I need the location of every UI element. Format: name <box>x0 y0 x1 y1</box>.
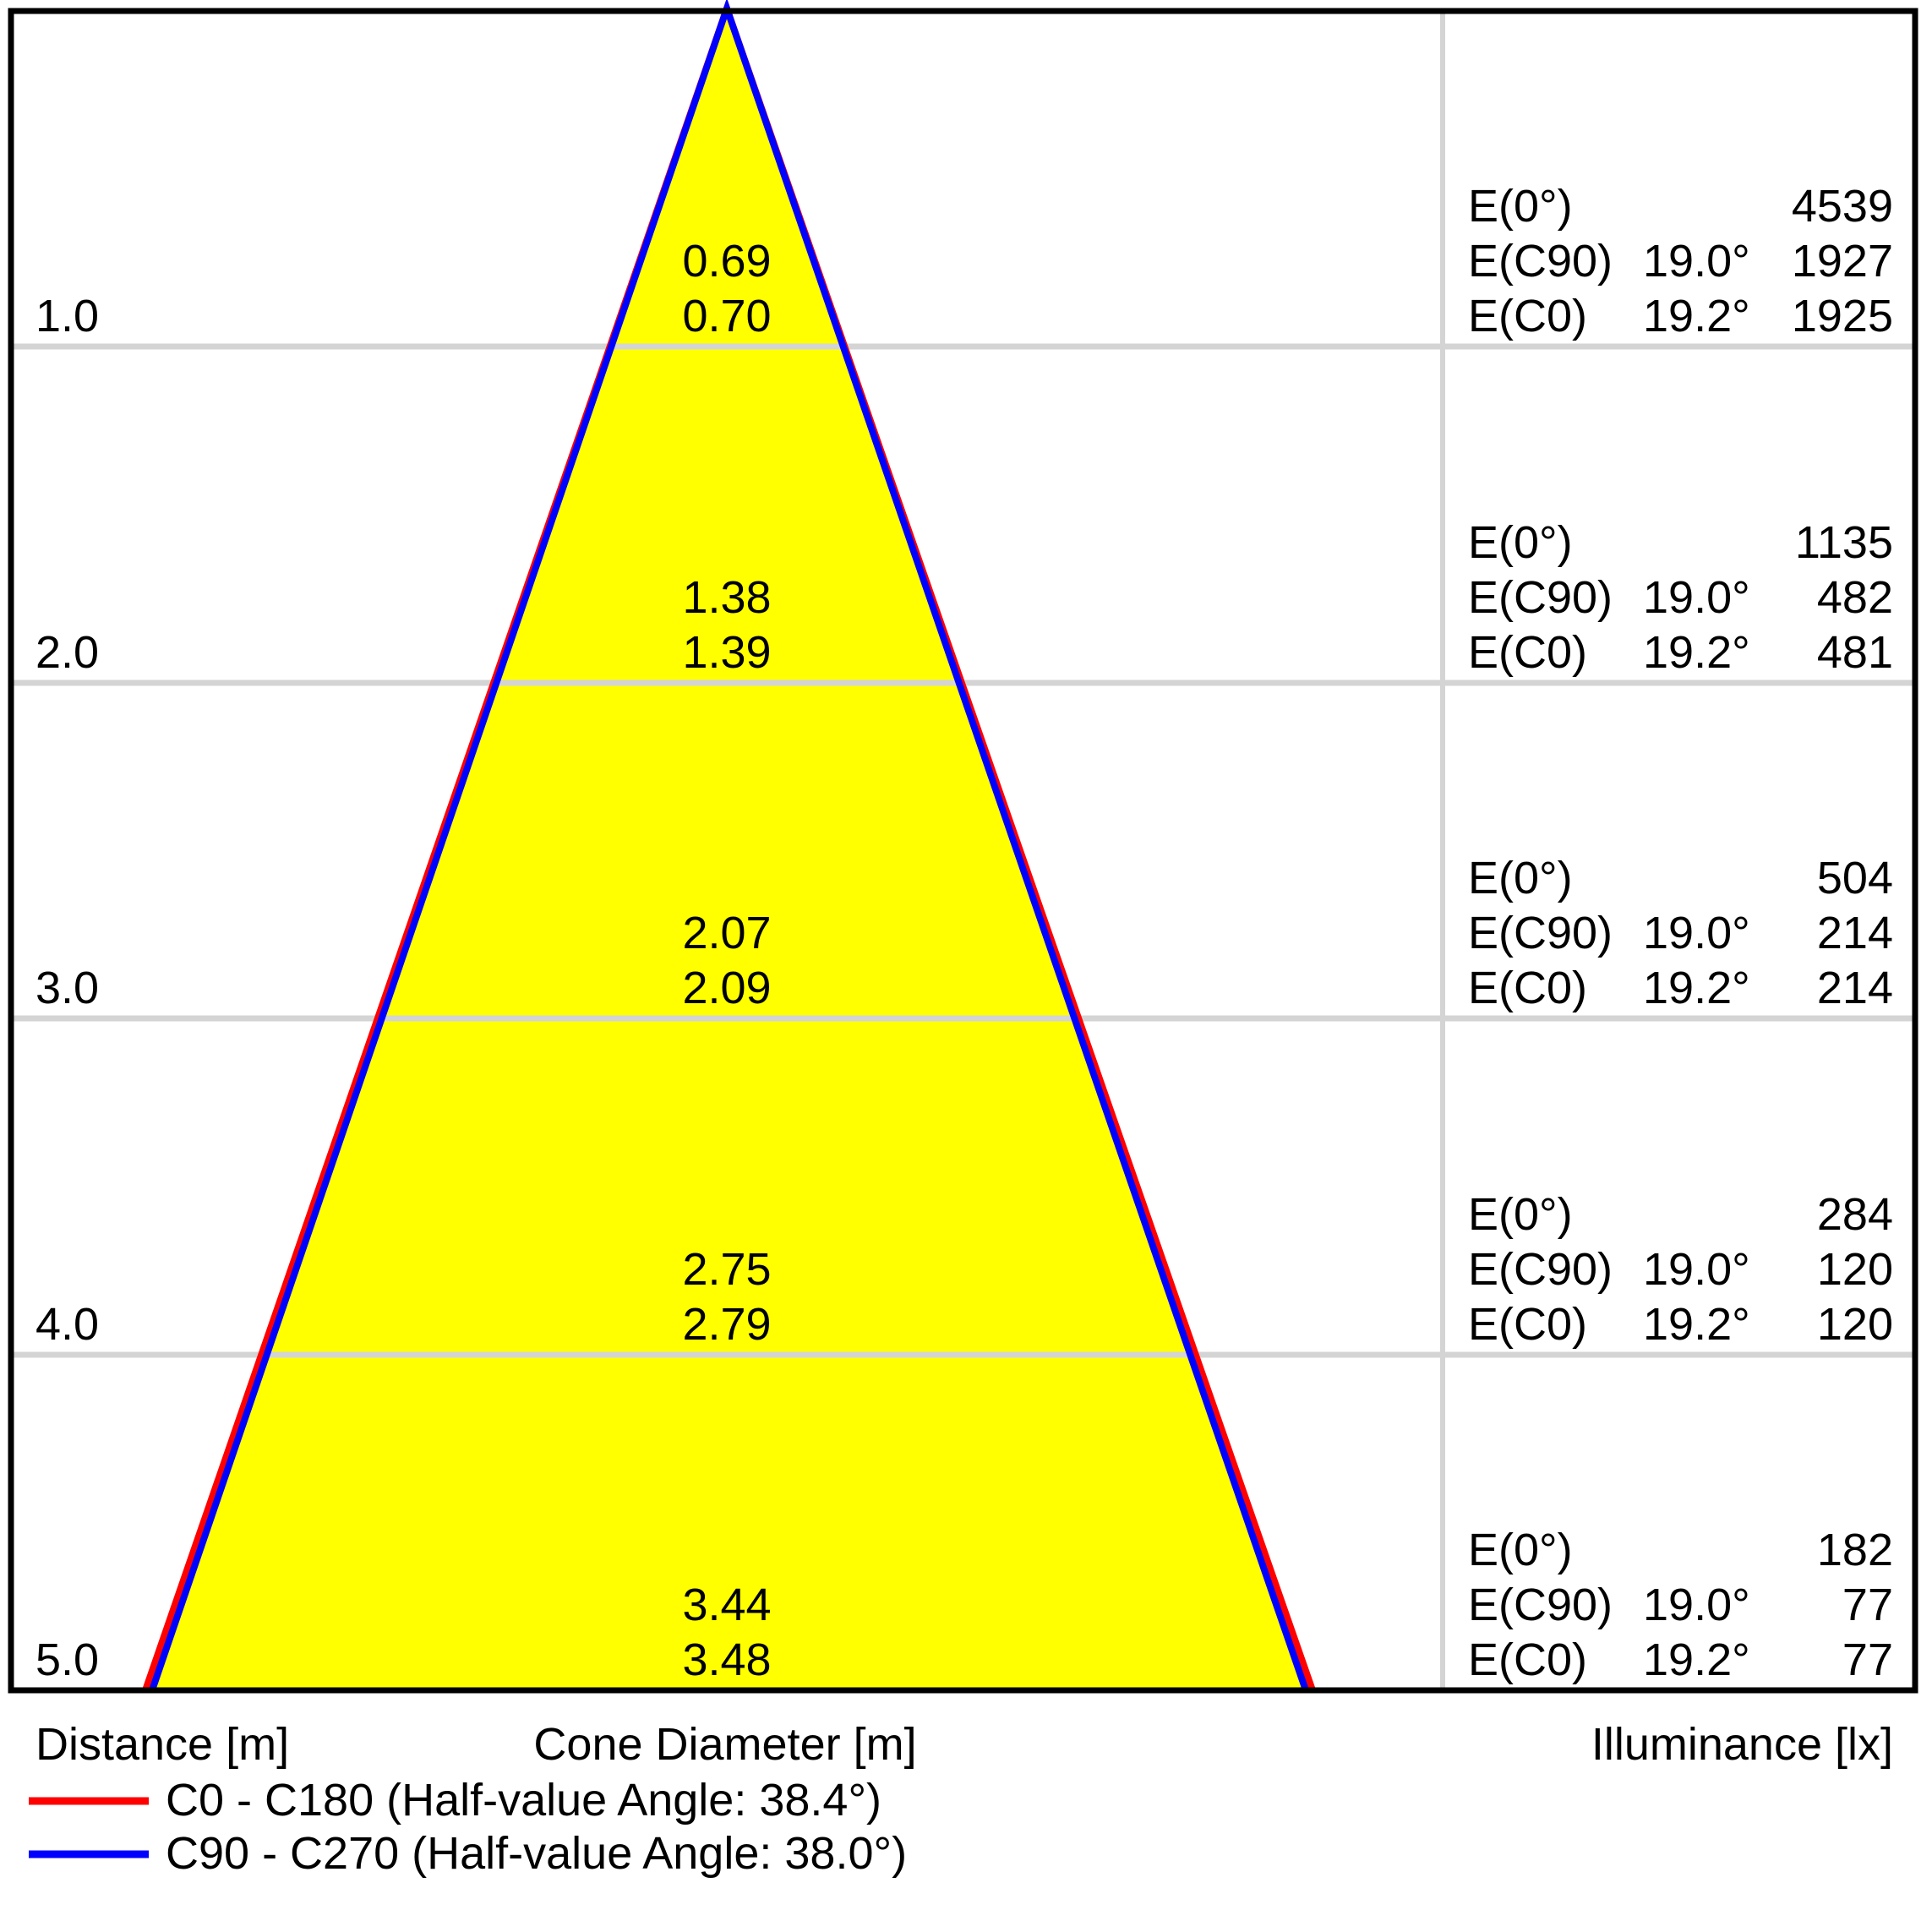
ec90-label: E(C90) <box>1468 572 1613 623</box>
cone-diameter-c0: 0.70 <box>682 291 772 341</box>
cone-diameter-c90: 1.38 <box>682 572 772 623</box>
ec0-label: E(C0) <box>1468 627 1588 678</box>
ec90-label: E(C90) <box>1468 908 1613 958</box>
cone-diameter-c90: 3.44 <box>682 1580 772 1630</box>
ec0-label: E(C0) <box>1468 291 1588 341</box>
ec90-angle: 19.0° <box>1643 572 1750 623</box>
cone-diameter-c0: 2.79 <box>682 1299 772 1350</box>
illuminance-row-e0: E(0°) 284 <box>1468 1187 1893 1242</box>
e0-label: E(0°) <box>1468 1189 1573 1240</box>
illuminance-block: E(0°) 284 E(C90) 19.0° 120 E(C0) 19.2° 1… <box>1468 1187 1893 1352</box>
e0-label: E(0°) <box>1468 853 1573 903</box>
ec0-angle: 19.2° <box>1643 1299 1750 1350</box>
e0-label: E(0°) <box>1468 181 1573 232</box>
ec90-value: 120 <box>1816 1244 1893 1295</box>
illuminance-block: E(0°) 504 E(C90) 19.0° 214 E(C0) 19.2° 2… <box>1468 851 1893 1016</box>
illuminance-block: E(0°) 182 E(C90) 19.0° 77 E(C0) 19.2° 77 <box>1468 1523 1893 1688</box>
distance-label: 1.0 <box>35 291 100 341</box>
cone-diameter-c90: 0.69 <box>682 236 772 287</box>
ec90-label: E(C90) <box>1468 1580 1613 1630</box>
distance-label: 5.0 <box>35 1635 100 1685</box>
ec0-value: 214 <box>1816 963 1893 1013</box>
distance-label: 3.0 <box>35 963 100 1013</box>
illuminance-row-ec90: E(C90) 19.0° 1927 <box>1468 234 1893 289</box>
ec90-label: E(C90) <box>1468 1244 1613 1295</box>
ec90-value: 77 <box>1842 1580 1893 1630</box>
cone-diameter-values: 2.07 2.09 <box>558 906 896 1016</box>
c0-line-icon <box>29 1797 149 1804</box>
cone-diameter-c90: 2.75 <box>682 1244 772 1295</box>
legend-item-c0: C0 - C180 (Half-value Angle: 38.4°) <box>29 1773 881 1828</box>
e0-value: 284 <box>1816 1189 1893 1240</box>
ec0-value: 1925 <box>1791 291 1893 341</box>
legend-label-c0: C0 - C180 (Half-value Angle: 38.4°) <box>166 1775 882 1826</box>
c90-line-icon <box>29 1850 149 1858</box>
illuminance-row-e0: E(0°) 4539 <box>1468 179 1893 234</box>
cone-diameter-c0: 1.39 <box>682 627 772 678</box>
ec90-angle: 19.0° <box>1643 236 1750 287</box>
ec90-value: 1927 <box>1791 236 1893 287</box>
illuminance-axis-label: Illuminance [lx] <box>1591 1719 1893 1770</box>
chart-border <box>8 8 1918 1694</box>
ec0-label: E(C0) <box>1468 1635 1588 1685</box>
illuminance-row-e0: E(0°) 182 <box>1468 1523 1893 1578</box>
illuminance-row-ec90: E(C90) 19.0° 214 <box>1468 906 1893 961</box>
ec90-label: E(C90) <box>1468 236 1613 287</box>
illuminance-row-e0: E(0°) 1135 <box>1468 516 1893 570</box>
illuminance-row-ec90: E(C90) 19.0° 77 <box>1468 1578 1893 1633</box>
cone-diameter-values: 1.38 1.39 <box>558 570 896 680</box>
ec0-angle: 19.2° <box>1643 627 1750 678</box>
ec0-angle: 19.2° <box>1643 291 1750 341</box>
ec0-angle: 19.2° <box>1643 1635 1750 1685</box>
ec0-angle: 19.2° <box>1643 963 1750 1013</box>
distance-label: 2.0 <box>35 627 100 678</box>
cone-diameter-values: 0.69 0.70 <box>558 234 896 344</box>
ec90-value: 482 <box>1816 572 1893 623</box>
ec90-value: 214 <box>1816 908 1893 958</box>
e0-value: 4539 <box>1791 181 1893 232</box>
distance-label: 4.0 <box>35 1299 100 1350</box>
ec0-value: 481 <box>1816 627 1893 678</box>
illuminance-row-ec90: E(C90) 19.0° 482 <box>1468 570 1893 625</box>
e0-label: E(0°) <box>1468 1525 1573 1575</box>
illuminance-row-ec90: E(C90) 19.0° 120 <box>1468 1242 1893 1297</box>
cone-diameter-c0: 3.48 <box>682 1635 772 1685</box>
distance-axis-label: Distance [m] <box>35 1719 290 1770</box>
cone-diameter-values: 2.75 2.79 <box>558 1242 896 1352</box>
ec90-angle: 19.0° <box>1643 1580 1750 1630</box>
ec0-label: E(C0) <box>1468 963 1588 1013</box>
ec0-label: E(C0) <box>1468 1299 1588 1350</box>
legend-item-c90: C90 - C270 (Half-value Angle: 38.0°) <box>29 1826 907 1881</box>
illuminance-row-ec0: E(C0) 19.2° 1925 <box>1468 289 1893 344</box>
e0-value: 1135 <box>1794 517 1893 568</box>
illuminance-row-ec0: E(C0) 19.2° 120 <box>1468 1297 1893 1352</box>
illuminance-block: E(0°) 4539 E(C90) 19.0° 1927 E(C0) 19.2°… <box>1468 179 1893 344</box>
cone-diameter-values: 3.44 3.48 <box>558 1578 896 1688</box>
ec0-value: 77 <box>1842 1635 1893 1685</box>
e0-label: E(0°) <box>1468 517 1573 568</box>
cone-diameter-c0: 2.09 <box>682 963 772 1013</box>
illuminance-block: E(0°) 1135 E(C90) 19.0° 482 E(C0) 19.2° … <box>1468 516 1893 680</box>
illuminance-row-ec0: E(C0) 19.2° 481 <box>1468 625 1893 680</box>
illuminance-row-ec0: E(C0) 19.2° 214 <box>1468 961 1893 1016</box>
ec90-angle: 19.0° <box>1643 1244 1750 1295</box>
light-cone-fill <box>145 8 1313 1690</box>
illuminance-row-e0: E(0°) 504 <box>1468 851 1893 906</box>
illuminance-row-ec0: E(C0) 19.2° 77 <box>1468 1633 1893 1688</box>
ec0-value: 120 <box>1816 1299 1893 1350</box>
e0-value: 182 <box>1816 1525 1893 1575</box>
legend-label-c90: C90 - C270 (Half-value Angle: 38.0°) <box>166 1828 908 1879</box>
ec90-angle: 19.0° <box>1643 908 1750 958</box>
cone-diameter-c90: 2.07 <box>682 908 772 958</box>
e0-value: 504 <box>1816 853 1893 903</box>
cone-diameter-axis-label: Cone Diameter [m] <box>533 1719 917 1770</box>
